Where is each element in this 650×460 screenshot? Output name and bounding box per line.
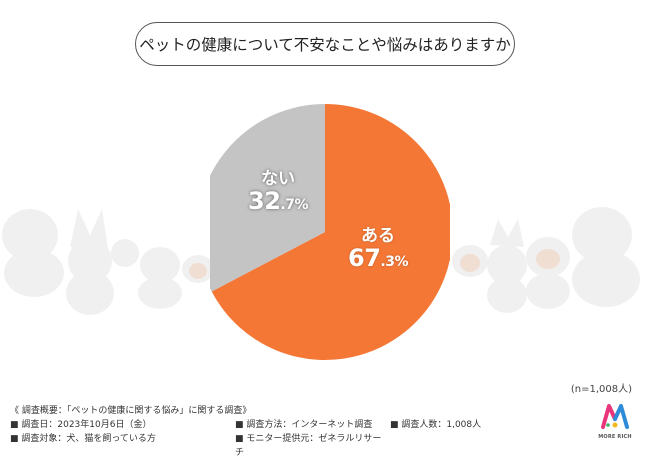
survey-provider: ■ モニター提供元：ゼネラルリサーチ xyxy=(235,434,382,458)
survey-target: ■ 調査対象：犬、猫を飼っている方 xyxy=(10,434,156,444)
sample-size: (n=1,008人) xyxy=(570,384,632,395)
slice-label-aru: ある 67.3% xyxy=(343,226,413,272)
survey-method: ■ 調査方法：インターネット調査 xyxy=(235,420,373,430)
more-rich-logo-mark xyxy=(601,404,629,429)
survey-date: ■ 調査日：2023年10月6日（金） xyxy=(10,420,152,430)
slice-label-nai: ない 32.7% xyxy=(243,169,313,215)
slice-label-nai-value: 32.7% xyxy=(248,186,308,215)
slice-label-aru-value: 67.3% xyxy=(348,243,408,272)
chart-title: ペットの健康について不安なことや悩みはありますか xyxy=(135,22,515,66)
pie-slice-nai xyxy=(210,104,325,292)
slice-label-aru-name: ある xyxy=(361,226,395,246)
survey-count: ■ 調査人数：1,008人 xyxy=(390,420,482,430)
pie-slice-aru xyxy=(211,104,450,360)
more-rich-logo: MORE RICH xyxy=(598,403,632,440)
pet-silhouettes-illustration xyxy=(2,207,640,315)
pie-chart xyxy=(210,104,450,360)
survey-footer: 《 調査概要：「ペットの健康に関する悩み」に関する調査》 ■ 調査日：2023年… xyxy=(10,404,510,460)
slice-label-nai-name: ない xyxy=(261,169,295,189)
survey-overview: 《 調査概要：「ペットの健康に関する悩み」に関する調査》 xyxy=(10,406,252,416)
logo-text: MORE RICH xyxy=(598,434,632,440)
